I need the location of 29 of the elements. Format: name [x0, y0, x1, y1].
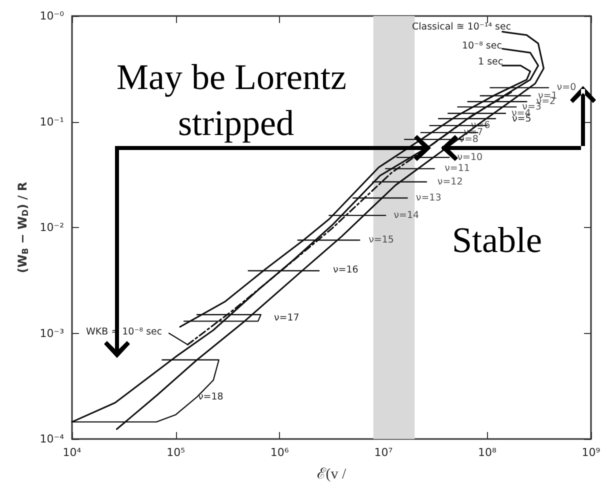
annotation: ν=0 — [556, 82, 576, 94]
x-tick-label: 10⁴ — [62, 446, 82, 459]
annotation: Classical ≊ 10⁻¹⁴ sec — [412, 22, 512, 32]
annotation: ν=10 — [457, 152, 483, 163]
y-axis-title: (WB − WD) / R — [15, 182, 30, 274]
y-tick-label: 10⁻³ — [40, 326, 64, 340]
x-tick-label: 10⁹ — [582, 446, 600, 459]
x-tick-label: 10⁶ — [270, 446, 290, 459]
annotation: May be Lorentz stripped — [116, 57, 356, 143]
y-tick-label: 10⁻¹ — [40, 115, 64, 128]
x-axis-title: ℰ(v / — [316, 466, 348, 482]
y-tick-label: 10⁻² — [40, 221, 64, 234]
x-tick-label: 10⁸ — [478, 446, 497, 459]
y-tick-label: 10⁻⁰ — [40, 10, 65, 22]
annotation: ν=16 — [333, 264, 358, 276]
y-tick-label: 10⁻⁴ — [40, 432, 65, 446]
annotation: ν=12 — [437, 176, 463, 188]
annotation: 1 sec — [478, 56, 504, 68]
annotation: 10⁻⁸ sec — [462, 40, 502, 52]
annotation: ν=13 — [416, 192, 442, 204]
annotation: ν=18 — [198, 392, 224, 402]
x-tick-label: 10⁷ — [374, 446, 393, 459]
annotation: ν=14 — [394, 210, 420, 221]
x-tick-label: 10⁵ — [166, 446, 186, 459]
annotation: ν=11 — [444, 163, 470, 174]
annotation: ν=17 — [274, 312, 300, 324]
annotation: Stable — [452, 220, 542, 260]
annotation: ν=15 — [368, 234, 394, 246]
annotation: ν=5 — [512, 114, 532, 124]
